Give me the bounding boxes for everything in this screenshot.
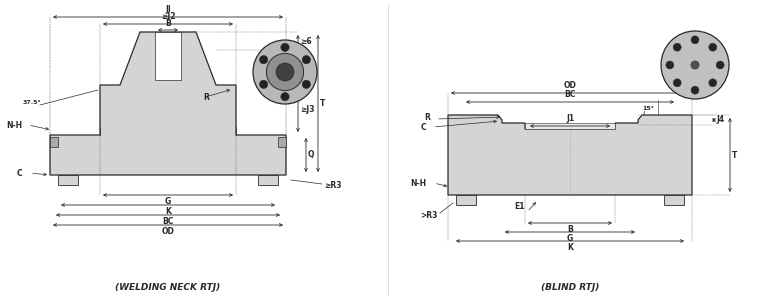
Circle shape: [302, 80, 310, 88]
Text: C: C: [420, 122, 426, 131]
Circle shape: [666, 61, 674, 69]
Polygon shape: [50, 32, 286, 175]
Text: BC: BC: [162, 217, 174, 226]
Text: (WELDING NECK RTJ): (WELDING NECK RTJ): [115, 283, 221, 292]
Text: T: T: [320, 99, 325, 108]
Text: JI: JI: [165, 5, 171, 14]
Text: K: K: [567, 243, 573, 252]
Polygon shape: [258, 175, 278, 185]
Circle shape: [673, 79, 681, 87]
Polygon shape: [58, 175, 78, 185]
Text: T: T: [732, 151, 737, 160]
Text: ≥J3: ≥J3: [300, 106, 314, 115]
Text: ≥R3: ≥R3: [324, 181, 342, 190]
Text: (BLIND RTJ): (BLIND RTJ): [541, 283, 599, 292]
Circle shape: [276, 63, 294, 81]
Circle shape: [673, 43, 681, 51]
Polygon shape: [278, 137, 286, 147]
Text: ≥6: ≥6: [300, 37, 312, 46]
Polygon shape: [525, 123, 615, 129]
Text: Q: Q: [308, 151, 314, 160]
Circle shape: [691, 36, 699, 44]
Text: J4: J4: [716, 116, 724, 124]
Text: OD: OD: [161, 227, 175, 236]
Text: >R3: >R3: [420, 211, 438, 220]
Text: OD: OD: [564, 81, 576, 90]
Circle shape: [281, 92, 289, 101]
Text: ≥J2: ≥J2: [161, 12, 176, 21]
Text: E1: E1: [515, 202, 525, 211]
Text: R: R: [424, 113, 430, 122]
Text: G: G: [567, 234, 573, 243]
Text: K: K: [165, 207, 171, 216]
Text: C: C: [16, 169, 22, 178]
Text: J1: J1: [566, 114, 574, 123]
Polygon shape: [448, 115, 692, 195]
Circle shape: [302, 56, 310, 64]
Polygon shape: [155, 32, 181, 80]
Circle shape: [260, 56, 268, 64]
Circle shape: [716, 61, 724, 69]
Circle shape: [661, 31, 729, 99]
Text: R: R: [203, 92, 209, 101]
Circle shape: [691, 86, 699, 94]
Polygon shape: [50, 137, 58, 147]
Polygon shape: [664, 195, 684, 205]
Text: B: B: [567, 225, 573, 234]
Text: N-H: N-H: [6, 121, 22, 130]
Circle shape: [709, 79, 717, 87]
Text: 15°: 15°: [642, 106, 654, 112]
Text: BC: BC: [564, 90, 576, 99]
Circle shape: [267, 53, 303, 91]
Text: 37.5°: 37.5°: [23, 100, 41, 106]
Text: G: G: [165, 197, 171, 206]
Circle shape: [253, 40, 317, 104]
Circle shape: [281, 43, 289, 52]
Circle shape: [691, 61, 699, 69]
Text: N-H: N-H: [410, 178, 426, 188]
Circle shape: [709, 43, 717, 51]
Circle shape: [260, 80, 268, 88]
Polygon shape: [456, 195, 476, 205]
Text: B: B: [165, 19, 171, 28]
